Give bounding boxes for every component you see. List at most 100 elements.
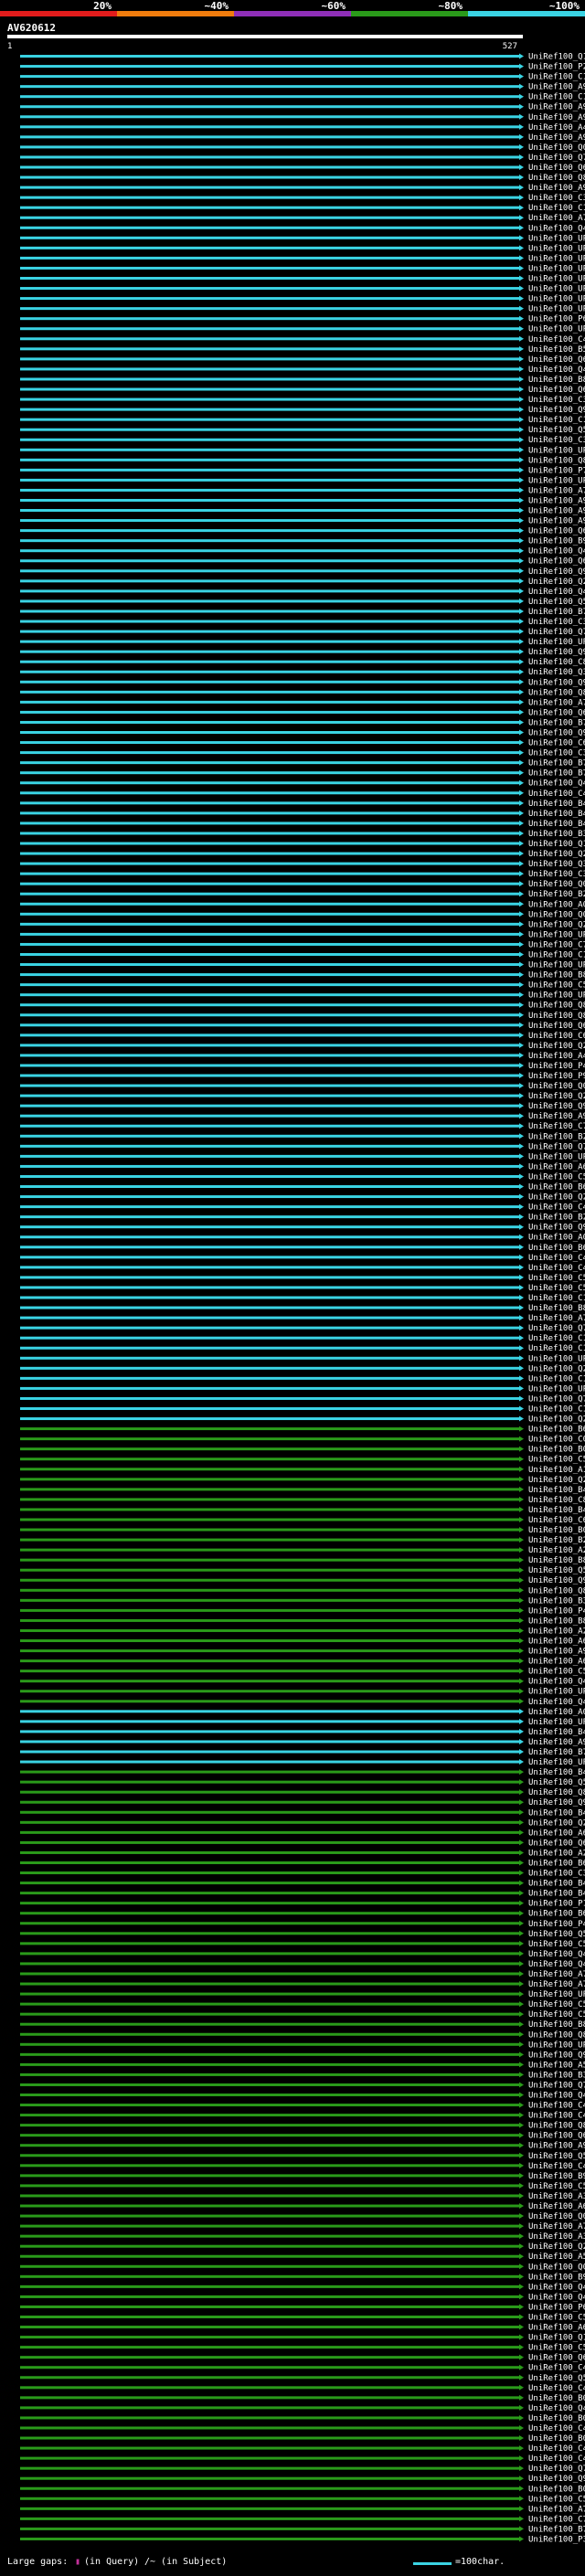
hit-bar[interactable] bbox=[20, 599, 519, 603]
hit-bar[interactable] bbox=[20, 731, 519, 735]
hit-bar[interactable] bbox=[20, 1912, 519, 1915]
hit-bar[interactable] bbox=[20, 2174, 519, 2178]
hit-label[interactable]: UniRef100_B8A2B4 bbox=[528, 1556, 585, 1565]
hit-row[interactable]: UniRef100_A6WLU0 bbox=[20, 1658, 585, 1667]
hit-row[interactable]: UniRef100_B2UNY1 bbox=[20, 1536, 585, 1545]
hit-row[interactable]: UniRef100_C1MZG8 bbox=[20, 93, 585, 102]
hit-row[interactable]: UniRef100_B0EDW8 bbox=[20, 2394, 585, 2403]
hit-row[interactable]: UniRef100_B0X071 bbox=[20, 1526, 585, 1535]
hit-bar[interactable] bbox=[20, 1942, 519, 1945]
hit-label[interactable]: UniRef100_P69103 bbox=[528, 2303, 585, 2312]
hit-row[interactable]: UniRef100_Q7SAT1 bbox=[20, 628, 585, 637]
hit-bar[interactable] bbox=[20, 640, 519, 643]
hit-row[interactable]: UniRef100_A9P926 bbox=[20, 517, 585, 526]
hit-row[interactable]: UniRef100_P46B00 bbox=[20, 1920, 585, 1929]
hit-row[interactable]: UniRef100_Q81B40 bbox=[20, 2030, 585, 2040]
hit-row[interactable]: UniRef100_C6TJD3 bbox=[20, 739, 585, 748]
hit-bar[interactable] bbox=[20, 1104, 519, 1108]
hit-bar[interactable] bbox=[20, 1114, 519, 1118]
hit-bar[interactable] bbox=[20, 196, 519, 199]
hit-label[interactable]: UniRef100_B0EI39 bbox=[528, 2434, 585, 2443]
hit-bar[interactable] bbox=[20, 2062, 519, 2066]
hit-row[interactable]: UniRef100_A6NU21 bbox=[20, 1829, 585, 1838]
hit-row[interactable]: UniRef100_A9NKM7 bbox=[20, 2142, 585, 2151]
hit-row[interactable]: UniRef100_Q6JYY5 bbox=[20, 527, 585, 536]
hit-label[interactable]: UniRef100_Q5J4F8 bbox=[528, 1566, 585, 1575]
hit-row[interactable]: UniRef100_Q7YST8 bbox=[20, 2081, 585, 2090]
hit-label[interactable]: UniRef100_P46B00 bbox=[528, 1920, 585, 1929]
hit-row[interactable]: UniRef100_UPI000.. bbox=[20, 961, 585, 970]
hit-row[interactable]: UniRef100_B4KQR9 bbox=[20, 810, 585, 819]
hit-bar[interactable] bbox=[20, 2517, 519, 2520]
hit-bar[interactable] bbox=[20, 1044, 519, 1047]
hit-row[interactable]: UniRef100_A4QV51 bbox=[20, 1052, 585, 1061]
hit-label[interactable]: UniRef100_C4VBT9 bbox=[528, 2102, 585, 2111]
hit-bar[interactable] bbox=[20, 549, 519, 553]
hit-row[interactable]: UniRef100_Q4F6A9 bbox=[20, 1678, 585, 1687]
hit-label[interactable]: UniRef100_B3L122 bbox=[528, 2071, 585, 2080]
hit-label[interactable]: UniRef100_B4JEI0 bbox=[528, 820, 585, 829]
hit-label[interactable]: UniRef100_Q24D42 bbox=[528, 2242, 585, 2252]
hit-bar[interactable] bbox=[20, 1639, 519, 1643]
hit-label[interactable]: UniRef100_C4QTP0 bbox=[528, 790, 585, 799]
hit-label[interactable]: UniRef100_C5DCH7 bbox=[528, 1940, 585, 1949]
hit-row[interactable]: UniRef100_UPI000.. bbox=[20, 991, 585, 1001]
hit-row[interactable]: UniRef100_A6ZIC2 bbox=[20, 2324, 585, 2333]
hit-row[interactable]: UniRef100_C5V400 bbox=[20, 1274, 585, 1283]
hit-bar[interactable] bbox=[20, 822, 519, 825]
hit-bar[interactable] bbox=[20, 1508, 519, 1511]
hit-row[interactable]: UniRef100_UPI000.. bbox=[20, 285, 585, 294]
hit-row[interactable]: UniRef100_Q06P30 bbox=[20, 880, 585, 889]
hit-bar[interactable] bbox=[20, 418, 519, 421]
hit-bar[interactable] bbox=[20, 2476, 519, 2480]
hit-bar[interactable] bbox=[20, 1700, 519, 1703]
hit-bar[interactable] bbox=[20, 2214, 519, 2218]
hit-bar[interactable] bbox=[20, 963, 519, 967]
hit-row[interactable]: UniRef100_C4QTP0 bbox=[20, 790, 585, 799]
hit-row[interactable]: UniRef100_Q59546 bbox=[20, 2152, 585, 2161]
hit-bar[interactable] bbox=[20, 761, 519, 765]
hit-row[interactable]: UniRef100_B8N588 bbox=[20, 971, 585, 981]
hit-bar[interactable] bbox=[20, 1558, 519, 1562]
hit-label[interactable]: UniRef100_Q7R549 bbox=[528, 2465, 585, 2474]
hit-row[interactable]: UniRef100_A9XEM9 bbox=[20, 507, 585, 516]
hit-label[interactable]: UniRef100_Q6S851 bbox=[528, 1839, 585, 1848]
hit-bar[interactable] bbox=[20, 135, 519, 139]
hit-row[interactable]: UniRef100_Q2F8Q0 bbox=[20, 1415, 585, 1425]
hit-row[interactable]: UniRef100_A5K514 bbox=[20, 2061, 585, 2070]
hit-row[interactable]: UniRef100_B4LIB9 bbox=[20, 1890, 585, 1899]
hit-row[interactable]: UniRef100_C4YT14 bbox=[20, 2162, 585, 2171]
hit-label[interactable]: UniRef100_B2UNY1 bbox=[528, 1536, 585, 1545]
hit-row[interactable]: UniRef100_P69103 bbox=[20, 2303, 585, 2312]
hit-row[interactable]: UniRef100_Q7R549 bbox=[20, 2465, 585, 2474]
hit-label[interactable]: UniRef100_A9SJP5 bbox=[528, 133, 585, 143]
hit-label[interactable]: UniRef100_Q0U869 bbox=[528, 2212, 585, 2221]
hit-row[interactable]: UniRef100_Q7ZU64 bbox=[20, 154, 585, 163]
hit-label[interactable]: UniRef100_A9P1N7 bbox=[528, 496, 585, 505]
hit-bar[interactable] bbox=[20, 1780, 519, 1784]
hit-label[interactable]: UniRef100_A5E792 bbox=[528, 2253, 585, 2262]
hit-bar[interactable] bbox=[20, 1164, 519, 1168]
hit-row[interactable]: UniRef100_UPI000.. bbox=[20, 254, 585, 263]
hit-label[interactable]: UniRef100_Q27J30 bbox=[528, 850, 585, 859]
hit-label[interactable]: UniRef100_C1I1Z6 bbox=[528, 1374, 585, 1383]
hit-bar[interactable] bbox=[20, 1538, 519, 1542]
hit-label[interactable]: UniRef100_C3Z676 bbox=[528, 618, 585, 627]
hit-label[interactable]: UniRef100_C5V400 bbox=[528, 1274, 585, 1283]
hit-row[interactable]: UniRef100_C4M7G9 bbox=[20, 335, 585, 345]
hit-label[interactable]: UniRef100_B6GJ21 bbox=[528, 1426, 585, 1435]
hit-row[interactable]: UniRef100_C3ZGE0 bbox=[20, 396, 585, 405]
hit-bar[interactable] bbox=[20, 932, 519, 936]
hit-label[interactable]: UniRef100_C4YT14 bbox=[528, 2162, 585, 2171]
hit-label[interactable]: UniRef100_UPI000.. bbox=[528, 254, 585, 263]
hit-row[interactable]: UniRef100_C7YG11 bbox=[20, 940, 585, 949]
hit-label[interactable]: UniRef100_B4KUT6 bbox=[528, 1768, 585, 1777]
hit-row[interactable]: UniRef100_Q8IK72 bbox=[20, 2122, 585, 2131]
hit-row[interactable]: UniRef100_Q93134 bbox=[20, 729, 585, 738]
hit-row[interactable]: UniRef100_UPI000.. bbox=[20, 930, 585, 939]
hit-bar[interactable] bbox=[20, 1326, 519, 1330]
hit-label[interactable]: UniRef100_A2I3N1 bbox=[528, 1627, 585, 1636]
hit-bar[interactable] bbox=[20, 165, 519, 169]
hit-row[interactable]: UniRef100_Q9S5B4 bbox=[20, 1224, 585, 1233]
hit-row[interactable]: UniRef100_C7EWL6 bbox=[20, 1122, 585, 1131]
